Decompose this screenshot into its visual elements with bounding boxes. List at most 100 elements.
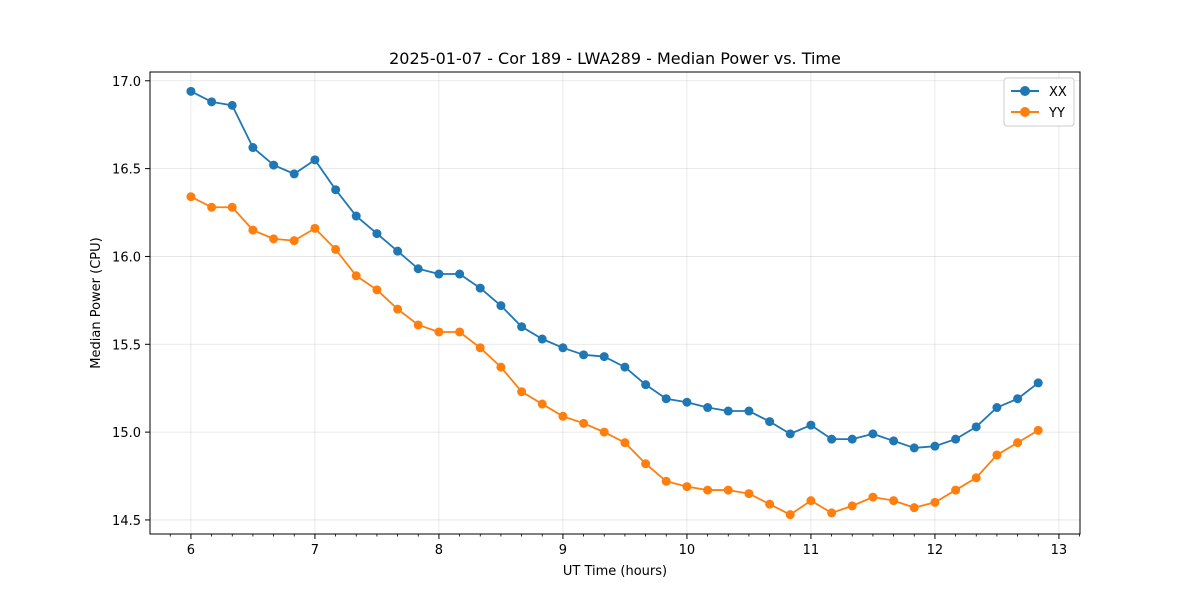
data-point-xx xyxy=(703,403,713,413)
y-tick-label: 15.0 xyxy=(112,426,141,441)
data-point-xx xyxy=(248,143,258,153)
data-point-xx xyxy=(310,155,320,165)
data-point-xx xyxy=(827,434,837,444)
data-point-yy xyxy=(455,327,465,337)
data-point-yy xyxy=(248,225,258,235)
data-point-yy xyxy=(847,501,857,511)
data-point-yy xyxy=(599,427,609,437)
y-tick-label: 14.5 xyxy=(112,514,141,529)
legend: XX YY xyxy=(1003,77,1075,127)
data-point-xx xyxy=(765,417,775,427)
x-tick-label: 7 xyxy=(311,543,319,558)
data-point-yy xyxy=(269,234,279,244)
plot-frame xyxy=(149,71,1081,535)
axis-layer: 6 7 8 9 10 11 12 13 14.5 15.0 15.5 16.0 16.5 17.0 xyxy=(112,75,1080,558)
y-tick-label: 15.5 xyxy=(112,338,141,353)
data-point-yy xyxy=(703,485,713,495)
data-point-yy xyxy=(868,492,878,502)
data-point-xx xyxy=(289,169,299,179)
data-point-yy xyxy=(207,202,217,212)
data-point-yy xyxy=(496,362,506,372)
data-point-xx xyxy=(1033,378,1043,388)
x-tick-label: 10 xyxy=(679,543,696,558)
data-point-yy xyxy=(289,236,299,246)
data-point-yy xyxy=(558,411,568,421)
data-point-yy xyxy=(537,399,547,409)
y-tick-label: 16.5 xyxy=(112,163,141,178)
series-layer xyxy=(186,86,1043,520)
data-point-xx xyxy=(1013,394,1023,404)
data-point-yy xyxy=(971,473,981,483)
data-point-xx xyxy=(599,352,609,362)
x-tick-label: 9 xyxy=(559,543,567,558)
data-point-xx xyxy=(434,269,444,279)
data-point-xx xyxy=(331,185,341,195)
data-point-yy xyxy=(579,418,589,428)
data-point-yy xyxy=(785,510,795,520)
data-point-xx xyxy=(475,283,485,293)
data-point-xx xyxy=(496,301,506,311)
data-point-yy xyxy=(744,489,754,499)
x-axis-label: UT Time (hours) xyxy=(563,564,667,579)
legend-label-yy: YY xyxy=(1048,106,1065,121)
data-point-xx xyxy=(579,350,589,360)
data-point-xx xyxy=(641,380,651,390)
data-point-xx xyxy=(992,403,1002,413)
data-point-yy xyxy=(889,496,899,506)
data-point-yy xyxy=(620,438,630,448)
y-axis-label: Median Power (CPU) xyxy=(89,237,104,368)
data-point-xx xyxy=(393,246,403,256)
data-point-xx xyxy=(930,441,940,451)
data-point-yy xyxy=(351,271,361,281)
data-point-xx xyxy=(785,429,795,439)
data-point-xx xyxy=(723,406,733,416)
data-point-xx xyxy=(227,100,237,110)
data-point-xx xyxy=(620,362,630,372)
data-point-xx xyxy=(806,420,816,430)
data-point-xx xyxy=(372,229,382,239)
data-point-xx xyxy=(661,394,671,404)
data-point-yy xyxy=(393,304,403,314)
data-point-yy xyxy=(413,320,423,330)
data-point-yy xyxy=(1013,438,1023,448)
data-point-xx xyxy=(558,343,568,353)
data-point-yy xyxy=(186,192,196,202)
data-point-yy xyxy=(372,285,382,295)
legend-marker-yy xyxy=(1020,107,1030,117)
data-point-xx xyxy=(971,422,981,432)
data-point-yy xyxy=(331,244,341,254)
data-point-yy xyxy=(992,450,1002,460)
data-point-yy xyxy=(827,508,837,518)
legend-marker-xx xyxy=(1020,86,1030,96)
x-tick-label: 11 xyxy=(803,543,820,558)
data-point-xx xyxy=(537,334,547,344)
data-point-yy xyxy=(227,202,237,212)
data-point-yy xyxy=(909,503,919,513)
data-point-xx xyxy=(847,434,857,444)
data-point-yy xyxy=(1033,425,1043,435)
data-point-xx xyxy=(186,86,196,96)
data-point-xx xyxy=(682,397,692,407)
data-point-yy xyxy=(310,223,320,233)
x-tick-label: 12 xyxy=(927,543,944,558)
chart-title: 2025-01-07 - Cor 189 - LWA289 - Median P… xyxy=(389,49,841,68)
x-tick-label: 13 xyxy=(1051,543,1068,558)
data-point-yy xyxy=(641,459,651,469)
data-point-yy xyxy=(434,327,444,337)
data-point-xx xyxy=(951,434,961,444)
x-tick-label: 8 xyxy=(435,543,443,558)
data-point-xx xyxy=(889,436,899,446)
y-tick-label: 16.0 xyxy=(112,250,141,265)
data-point-xx xyxy=(909,443,919,453)
data-point-yy xyxy=(475,343,485,353)
data-point-xx xyxy=(351,211,361,221)
data-point-xx xyxy=(744,406,754,416)
x-tick-label: 6 xyxy=(187,543,195,558)
data-point-yy xyxy=(682,482,692,492)
legend-label-xx: XX xyxy=(1049,85,1067,100)
data-point-xx xyxy=(455,269,465,279)
grid-lines xyxy=(150,72,1080,534)
data-point-yy xyxy=(661,476,671,486)
